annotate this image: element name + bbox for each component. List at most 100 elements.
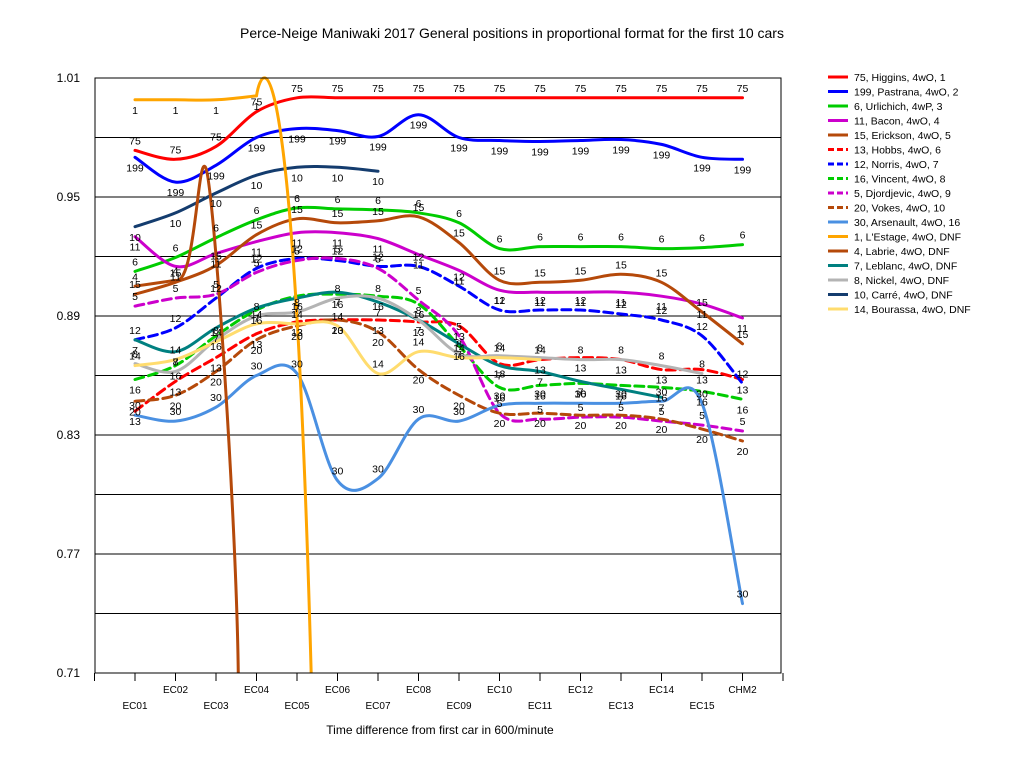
y-tick-label: 0.83 xyxy=(57,428,81,442)
point-label: 30 xyxy=(494,390,506,402)
series-line-14 xyxy=(133,320,542,376)
point-label: 13 xyxy=(615,365,627,377)
point-label: 16 xyxy=(291,301,303,313)
y-tick-label: 0.95 xyxy=(57,190,81,204)
point-label: 12 xyxy=(210,283,222,295)
point-label: 16 xyxy=(696,396,708,408)
point-label: 5 xyxy=(335,243,341,255)
point-label: 8 xyxy=(578,345,584,357)
legend-item: 14, Bourassa, 4wO, DNF xyxy=(828,304,971,316)
series-line-13 xyxy=(133,318,744,413)
point-label: 16 xyxy=(413,309,425,321)
point-label: 199 xyxy=(288,134,306,146)
point-label: 7 xyxy=(294,303,300,315)
point-label: 75 xyxy=(251,97,263,109)
series-points-75: 75 75 75 75 75 75 75 75 75 75 75 75 75 75 75 75 xyxy=(129,83,748,156)
legend-item: 11, Bacon, 4wO, 4 xyxy=(828,116,940,128)
point-label: 8 xyxy=(254,301,260,313)
point-label: 20 xyxy=(494,418,506,430)
legend-item: 199, Pastrana, 4wO, 2 xyxy=(828,87,959,99)
legend-label: 30, Arsenault, 4wO, 16 xyxy=(854,217,960,229)
point-label: 30 xyxy=(210,392,222,404)
point-label: 14 xyxy=(453,343,465,355)
point-label: 12 xyxy=(170,313,182,325)
point-label: 6 xyxy=(416,198,422,210)
legend-label: 16, Vincent, 4wO, 8 xyxy=(854,174,946,186)
point-label: 13 xyxy=(129,416,141,428)
series-13 xyxy=(133,318,744,413)
point-label: 15 xyxy=(170,267,182,279)
series-line-30 xyxy=(133,363,744,606)
point-label: 4 xyxy=(173,265,179,277)
x-tick-label: EC03 xyxy=(203,701,228,712)
x-tick-label: EC05 xyxy=(284,701,309,712)
point-label: 13 xyxy=(494,369,506,381)
point-label: 12 xyxy=(129,325,141,337)
y-axis: 0.71 0.77 0.83 0.89 0.95 1.01 xyxy=(57,71,81,680)
series-lines xyxy=(133,76,744,674)
legend-item: 12, Norris, 4wO, 7 xyxy=(828,159,939,171)
x-tick-label: EC07 xyxy=(365,701,390,712)
point-label: 16 xyxy=(494,392,506,404)
point-label: 10 xyxy=(251,180,263,192)
point-label: 20 xyxy=(251,345,263,357)
series-points-1: 1 1 1 1 xyxy=(132,101,260,117)
series-line-5 xyxy=(133,256,744,433)
point-label: 8 xyxy=(699,359,705,371)
series-points-20: 20 20 20 20 20 20 20 20 20 20 20 20 20 20 20 20 xyxy=(129,325,748,458)
legend-item: 1, L'Estage, 4wO, DNF xyxy=(828,232,961,244)
point-label: 20 xyxy=(534,418,546,430)
point-label: 6 xyxy=(335,194,341,206)
point-label: 6 xyxy=(294,193,300,205)
point-label: 20 xyxy=(413,375,425,387)
point-label: 15 xyxy=(332,208,344,220)
point-label: 5 xyxy=(416,285,422,297)
point-label: 16 xyxy=(615,390,627,402)
point-label: 14 xyxy=(372,359,384,371)
point-label: 199 xyxy=(248,143,266,155)
point-label: 14 xyxy=(291,309,303,321)
point-label: 199 xyxy=(653,149,671,161)
point-label: 7 xyxy=(537,377,543,389)
x-tick-label: EC10 xyxy=(487,685,512,696)
point-label: 10 xyxy=(372,176,384,188)
point-label: 13 xyxy=(656,375,668,387)
point-label: 13 xyxy=(372,325,384,337)
point-label: 7 xyxy=(659,402,665,414)
series-199 xyxy=(133,113,744,184)
point-label: 75 xyxy=(656,83,668,95)
point-label: 8 xyxy=(456,339,462,351)
point-label: 8 xyxy=(659,351,665,363)
x-tick-label: EC06 xyxy=(325,685,350,696)
point-label: 13 xyxy=(332,325,344,337)
point-label: 6 xyxy=(173,242,179,254)
point-label: 14 xyxy=(251,309,263,321)
point-label: 15 xyxy=(494,265,506,277)
point-label: 14 xyxy=(210,327,222,339)
point-label: 13 xyxy=(737,384,749,396)
point-label: 75 xyxy=(494,83,506,95)
plot-frame xyxy=(94,77,782,674)
point-label: 14 xyxy=(494,343,506,355)
point-label: 7 xyxy=(213,333,219,345)
point-label: 5 xyxy=(254,257,260,269)
point-label: 8 xyxy=(335,283,341,295)
point-label: 15 xyxy=(575,265,587,277)
point-label: 8 xyxy=(416,305,422,317)
series-line-199 xyxy=(133,113,744,184)
series-points-199: 199 199 199 199 199 199 199 199 199 199 199 199 199 1… xyxy=(126,120,751,199)
series-line-75 xyxy=(133,95,744,161)
point-label: 11 xyxy=(332,238,343,250)
point-label: 75 xyxy=(332,83,344,95)
series-points-30: 30 30 30 30 30 30 30 30 30 30 30 30 30 30 30 30 xyxy=(129,359,748,601)
series-points-5: 5 5 5 5 5 5 5 5 5 5 5 5 5 5 5 5 xyxy=(132,243,746,428)
series-line-4 xyxy=(133,278,177,288)
point-label: 13 xyxy=(291,327,303,339)
point-label: 12 xyxy=(453,271,465,283)
point-label: 12 xyxy=(494,295,506,307)
point-label: 16 xyxy=(210,341,222,353)
point-label: 10 xyxy=(291,172,303,184)
x-axis-label: Time difference from first car in 600/mi… xyxy=(326,723,554,737)
x-tick-label: EC09 xyxy=(446,701,471,712)
point-label: 20 xyxy=(696,434,708,446)
